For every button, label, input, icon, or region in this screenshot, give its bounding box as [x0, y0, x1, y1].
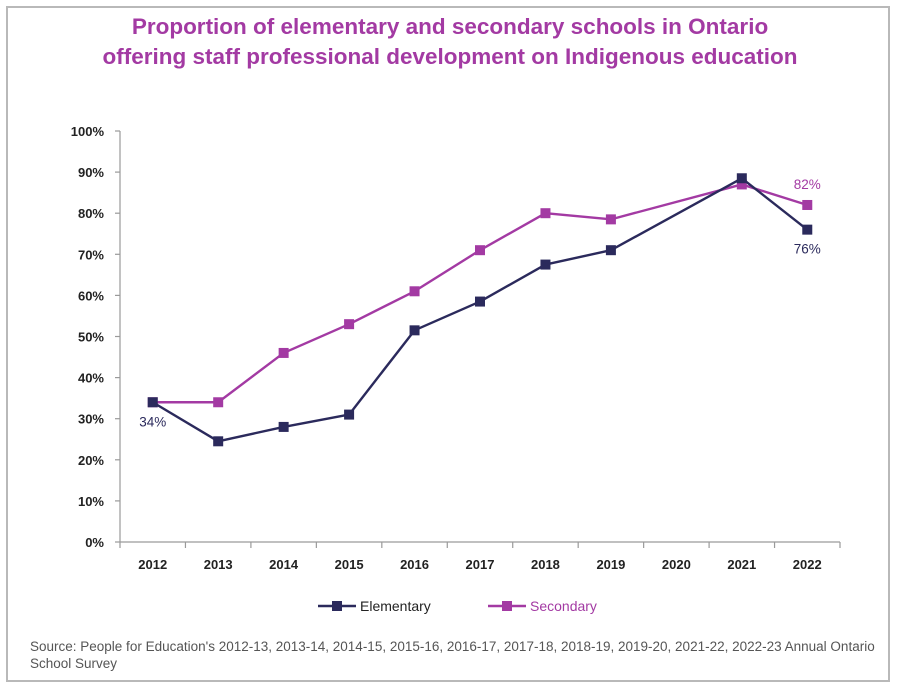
elementary-point — [147, 397, 158, 408]
y-tick-label: 40% — [78, 371, 104, 386]
secondary-point — [213, 397, 224, 408]
x-tick-label: 2013 — [204, 557, 233, 572]
secondary-point — [540, 208, 551, 219]
y-tick-label: 80% — [78, 206, 104, 221]
elementary-point — [344, 409, 355, 420]
legend-secondary-label: Secondary — [530, 598, 597, 614]
data-label: 82% — [794, 177, 821, 192]
secondary-point — [409, 286, 420, 297]
chart-title: Proportion of elementary and secondary s… — [0, 12, 900, 72]
secondary-point — [344, 319, 355, 330]
x-tick-label: 2012 — [138, 557, 167, 572]
y-tick-label: 20% — [78, 453, 104, 468]
elementary-point — [605, 245, 616, 256]
secondary-line — [152, 183, 808, 404]
y-tick-label: 0% — [85, 535, 104, 550]
chart-frame — [6, 6, 890, 682]
elementary-point — [736, 173, 747, 184]
x-tick-label: 2018 — [531, 557, 560, 572]
x-tick-label: 2022 — [793, 557, 822, 572]
chart-title-line-2: offering staff professional development … — [102, 44, 798, 69]
legend-elementary-marker — [332, 601, 342, 611]
secondary-point — [605, 214, 616, 225]
x-tick-label: 2014 — [269, 557, 299, 572]
elementary-point — [409, 325, 420, 336]
chart-title-line-1: Proportion of elementary and secondary s… — [131, 14, 769, 39]
y-tick-label: 30% — [78, 412, 104, 427]
x-tick-label: 2015 — [335, 557, 364, 572]
x-tick-label: 2016 — [400, 557, 429, 572]
source-note: Source: People for Education's 2012-13, … — [30, 639, 875, 671]
secondary-point — [802, 199, 813, 210]
x-tick-label: 2020 — [662, 557, 691, 572]
y-tick-label: 60% — [78, 288, 104, 303]
data-label: 76% — [794, 242, 821, 257]
data-label: 34% — [139, 414, 166, 429]
elementary-point — [540, 259, 551, 270]
secondary-point — [475, 245, 485, 256]
y-tick-label: 100% — [71, 124, 105, 139]
x-tick-label: 2017 — [466, 557, 495, 572]
y-tick-label: 10% — [78, 494, 104, 509]
legend-secondary-marker — [502, 601, 512, 611]
legend-elementary-label: Elementary — [360, 598, 431, 614]
elementary-point — [475, 296, 485, 307]
secondary-point — [278, 347, 289, 358]
secondary-point — [736, 179, 747, 190]
elementary-point — [278, 421, 289, 432]
x-tick-label: 2019 — [596, 557, 625, 572]
elementary-point — [802, 224, 813, 235]
x-tick-label: 2021 — [727, 557, 756, 572]
y-tick-label: 50% — [78, 330, 104, 345]
y-tick-label: 90% — [78, 165, 104, 180]
y-tick-label: 70% — [78, 247, 104, 262]
elementary-line — [152, 177, 809, 443]
elementary-point — [213, 436, 224, 447]
